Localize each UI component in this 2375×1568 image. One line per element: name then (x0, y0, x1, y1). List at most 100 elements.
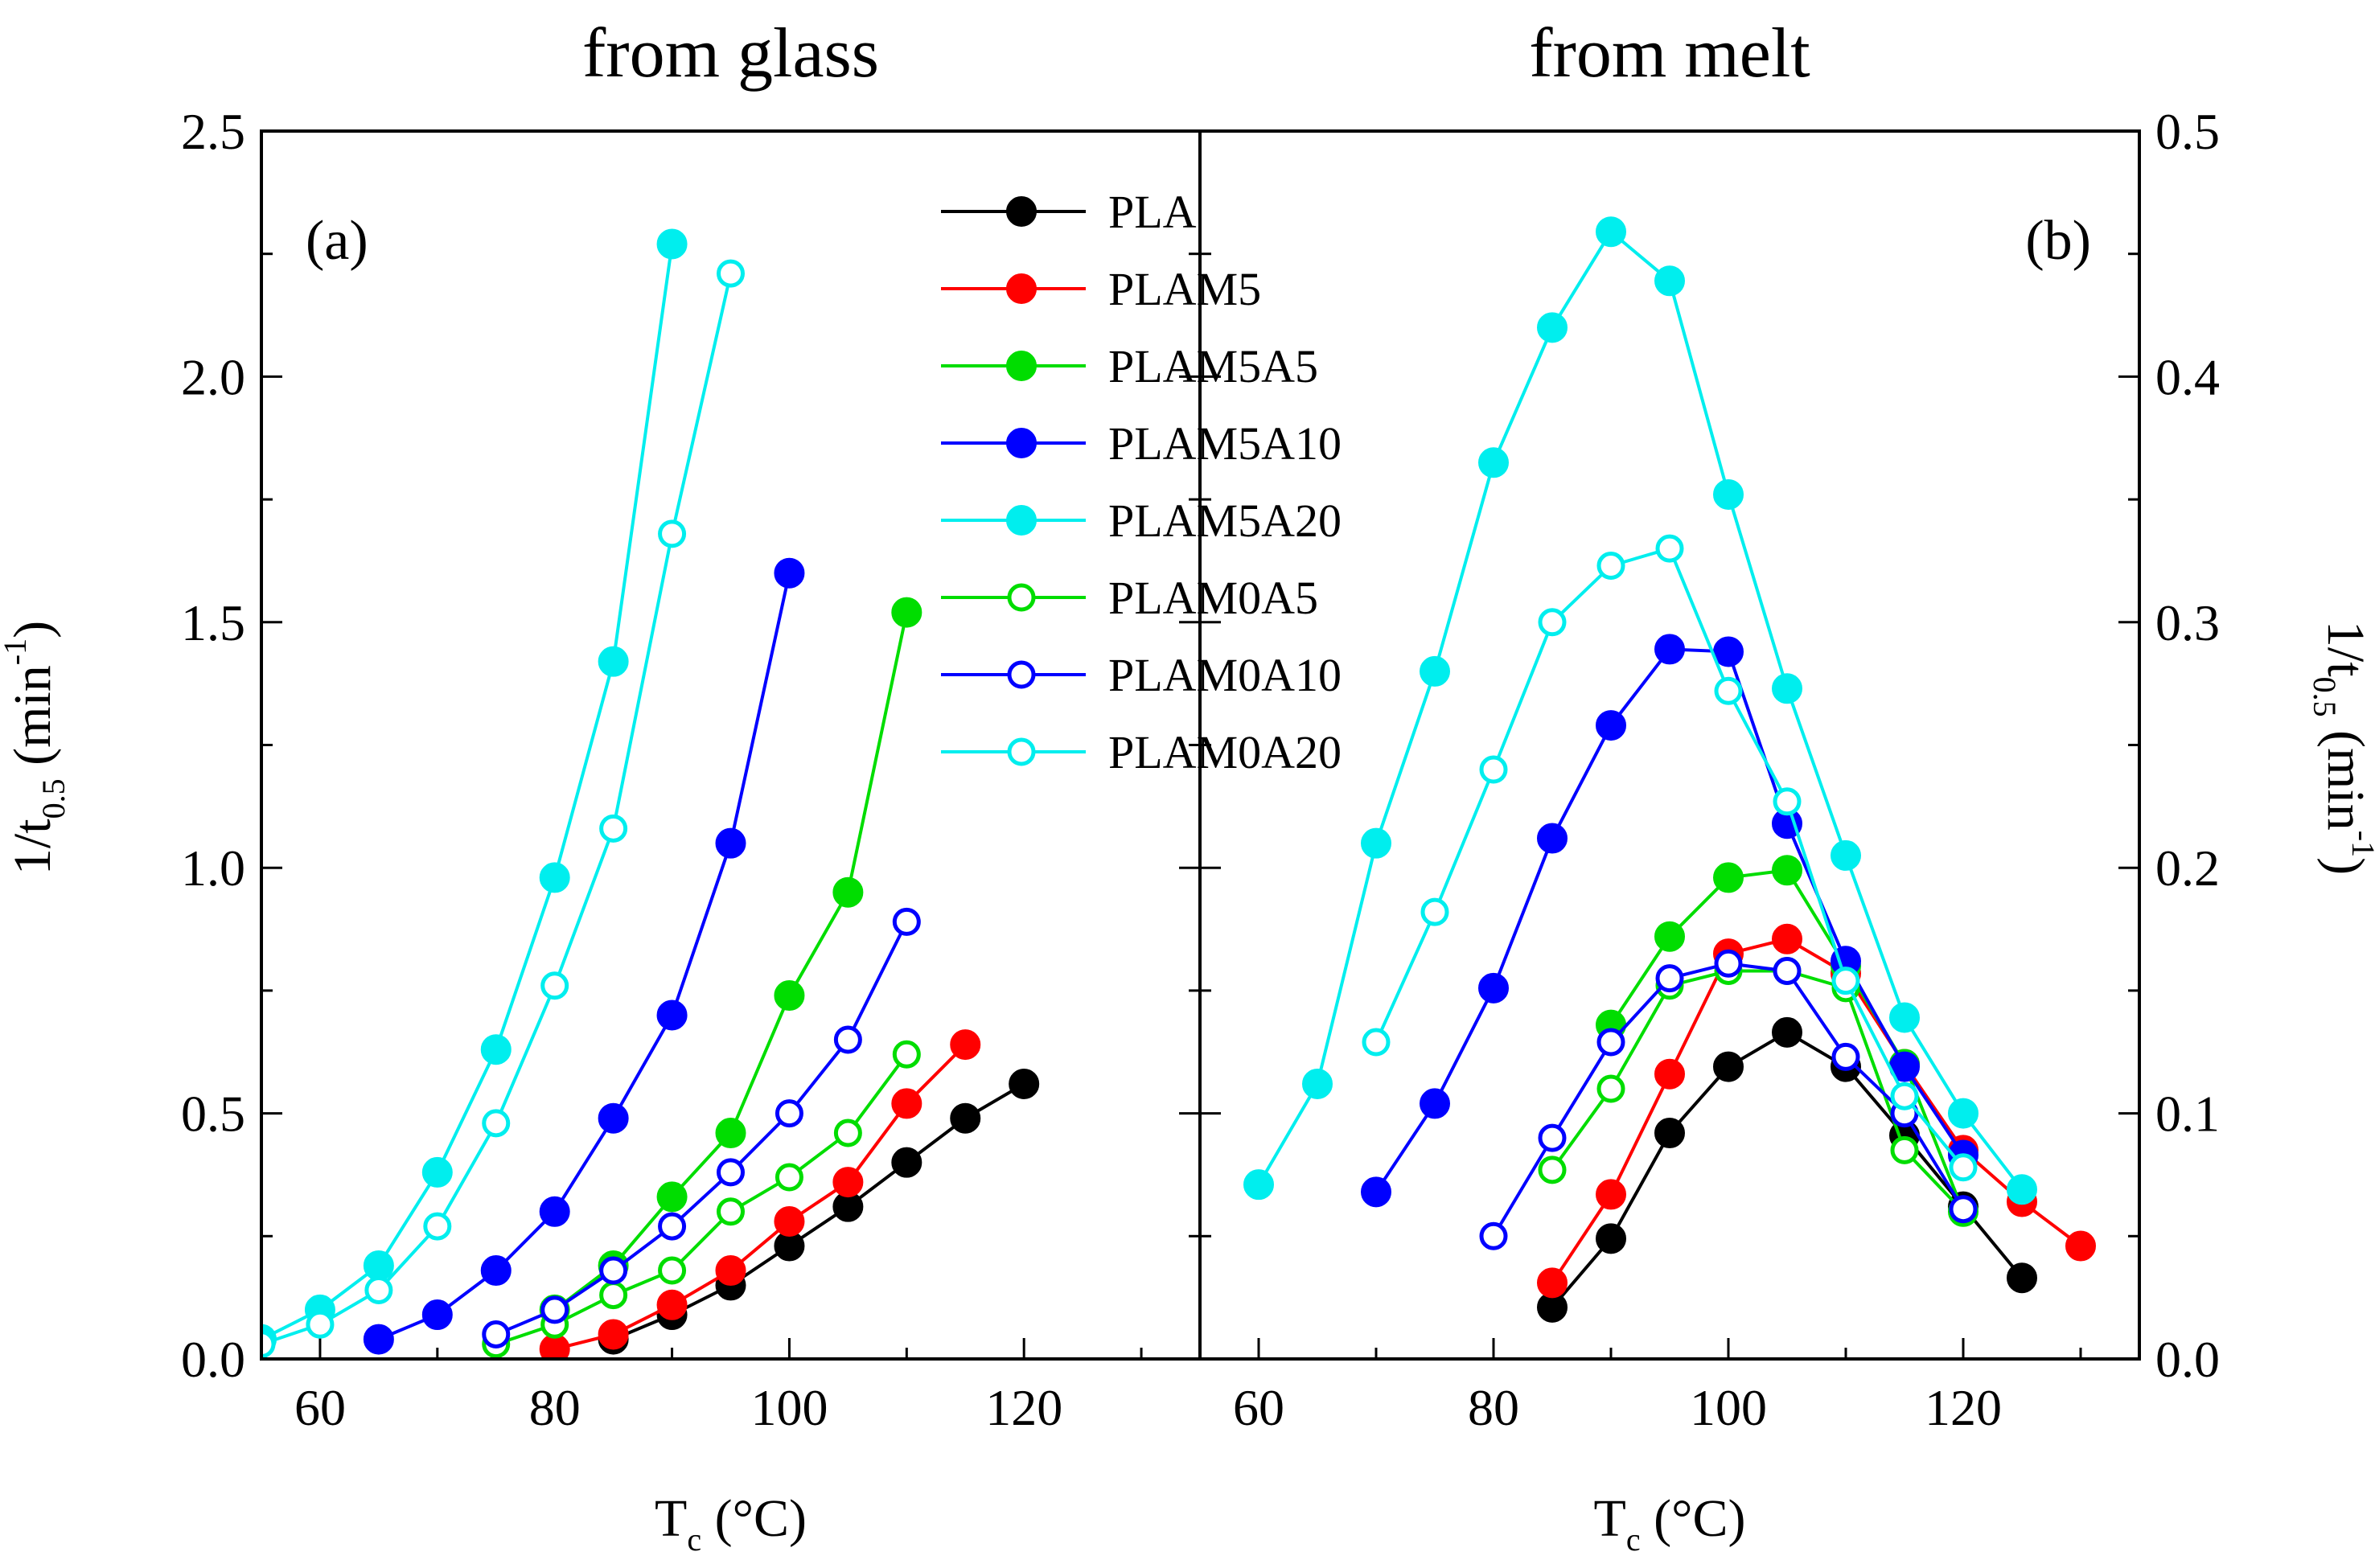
data-point-PLAM5A5 (1713, 862, 1744, 893)
data-point-PLAM5A20 (1772, 673, 1802, 704)
data-point-PLAM0A5 (775, 1163, 803, 1192)
data-point-PLAM5A10 (1478, 972, 1509, 1004)
data-point-PLAM5A20 (1420, 655, 1450, 687)
legend-marker (1007, 660, 1036, 689)
data-point-PLAM5A10 (1654, 634, 1685, 665)
legend-item: PLAM5A10 (941, 417, 1342, 470)
panel-label: (b) (2025, 210, 2091, 272)
data-point-PLA (891, 1147, 922, 1178)
data-point-PLAM0A10 (1596, 1028, 1625, 1057)
data-point-PLAM0A20 (1831, 967, 1860, 995)
data-point-PLAM0A10 (717, 1158, 745, 1187)
data-point-PLA (2007, 1262, 2037, 1294)
panel-title: from glass (582, 14, 879, 92)
data-point-PLAM5 (715, 1255, 746, 1287)
data-point-PLAM5A20 (1302, 1068, 1333, 1099)
data-point-PLAM5 (598, 1319, 629, 1350)
data-point-PLAM5A20 (1596, 216, 1626, 248)
data-point-PLAM5A20 (1654, 265, 1685, 297)
y-axis-label-subscript: 0.5 (35, 778, 72, 819)
x-tick-label: 100 (750, 1379, 828, 1436)
panel-a: from glass 60 80 100 120 0.0 0.5 1.0 1.5 2.0 2.5 Tc… (0, 14, 1200, 1558)
data-point-PLAM0A10 (1714, 949, 1743, 978)
legend-marker (1006, 505, 1037, 536)
x-axis-label: Tc (°C) (1594, 1489, 1746, 1558)
data-point-PLAM5A10 (1420, 1088, 1450, 1119)
y-axis-label: 1/t0.5 (min-1) (2307, 621, 2375, 875)
data-point-PLAM0A5 (599, 1281, 628, 1310)
data-point-PLAM5A20 (656, 228, 688, 260)
y-tick-label: 0.3 (2155, 594, 2220, 651)
legend-marker (1006, 428, 1037, 458)
data-point-PLAM5A20 (363, 1250, 394, 1281)
data-point-PLAM0A20 (306, 1310, 335, 1339)
data-point-PLA (1772, 1016, 1802, 1048)
legend-marker (1006, 273, 1037, 304)
data-point-PLAM5A10 (1713, 636, 1744, 667)
data-point-PLAM5A5 (1772, 855, 1802, 886)
legend-label: PLAM5A20 (1108, 495, 1342, 547)
data-point-PLAM5A5 (1654, 921, 1685, 952)
legend-item: PLAM5A20 (941, 495, 1342, 547)
y-axis-label-unit: (min (2316, 717, 2375, 831)
y-tick-label: 0.0 (2155, 1331, 2220, 1388)
data-point-PLAM0A10 (599, 1256, 628, 1285)
data-point-PLAM0A10 (1538, 1123, 1567, 1152)
data-point-PLAM0A10 (482, 1320, 511, 1348)
legend-item: PLAM0A10 (941, 649, 1342, 701)
y-axis-label-unit-close: ) (2316, 857, 2375, 875)
data-point-PLAM5A20 (480, 1034, 512, 1065)
data-point-PLAM0A5 (1890, 1135, 1919, 1164)
series-line-PLAM5A10 (1374, 647, 1965, 1193)
data-point-PLAM0A10 (833, 1025, 862, 1054)
x-axis-label-subscript: c (687, 1521, 701, 1558)
legend: PLA PLAM5 PLAM5A5 PLAM5A10 PLAM5A20 PLAM0A5 PL… (941, 186, 1342, 778)
data-point-PLAM0A5 (1538, 1155, 1567, 1184)
series-line-PLAM5 (1551, 937, 2082, 1284)
data-point-PLAM0A20 (261, 1330, 276, 1359)
series-line-PLAM0A20 (261, 273, 733, 1346)
y-axis-label-superscript: -1 (2345, 831, 2375, 857)
data-point-PLAM5A20 (2007, 1174, 2037, 1205)
series-group (1243, 216, 2096, 1323)
data-point-PLAM0A20 (1362, 1028, 1391, 1057)
data-point-PLAM0A20 (1420, 897, 1449, 926)
data-point-PLAM5A20 (1478, 447, 1509, 478)
data-point-PLAM0A10 (540, 1295, 569, 1324)
data-point-PLAM5A5 (656, 1181, 688, 1213)
data-point-PLAM5A20 (1537, 312, 1568, 343)
data-point-PLAM0A20 (1773, 787, 1802, 816)
data-point-PLAM0A20 (717, 259, 745, 288)
data-point-PLAM0A10 (775, 1099, 803, 1128)
y-tick-label: 2.0 (181, 348, 245, 405)
y-tick-label: 0.1 (2155, 1086, 2220, 1143)
data-point-PLAM0A10 (1949, 1195, 1978, 1224)
y-tick-label: 0.5 (181, 1086, 245, 1143)
data-point-PLAM0A20 (658, 519, 687, 548)
data-point-PLAM5 (774, 1205, 805, 1237)
legend-marker (1006, 196, 1037, 227)
y-axis-label: 1/t0.5 (min-1) (0, 621, 72, 875)
x-axis-label-unit: (°C) (1641, 1489, 1746, 1548)
data-point-PLAM0A20 (1479, 755, 1508, 784)
data-point-PLAM5A10 (656, 999, 688, 1031)
data-point-PLAM0A20 (1949, 1153, 1978, 1182)
series-line-PLAM5A20 (1257, 229, 2024, 1191)
legend-label: PLAM0A5 (1108, 572, 1318, 624)
data-point-PLA (1596, 1223, 1626, 1254)
data-point-PLAM0A10 (892, 907, 921, 936)
y-tick-label: 0.4 (2155, 348, 2220, 405)
legend-label: PLA (1108, 186, 1197, 238)
data-point-PLAM5A10 (480, 1255, 512, 1287)
data-point-PLA (950, 1102, 981, 1134)
legend-label: PLAM0A20 (1108, 726, 1342, 778)
data-point-PLAM0A10 (1479, 1221, 1508, 1250)
panel-title: from melt (1529, 14, 1810, 92)
data-point-PLAM5A20 (1361, 827, 1391, 859)
x-tick-label: 120 (1925, 1379, 2002, 1436)
legend-marker (1007, 737, 1036, 766)
x-axis-label-main: T (1594, 1489, 1626, 1548)
x-axis-label-subscript: c (1626, 1521, 1641, 1558)
data-point-PLA (1713, 1051, 1744, 1082)
legend-label: PLAM5 (1108, 263, 1261, 315)
